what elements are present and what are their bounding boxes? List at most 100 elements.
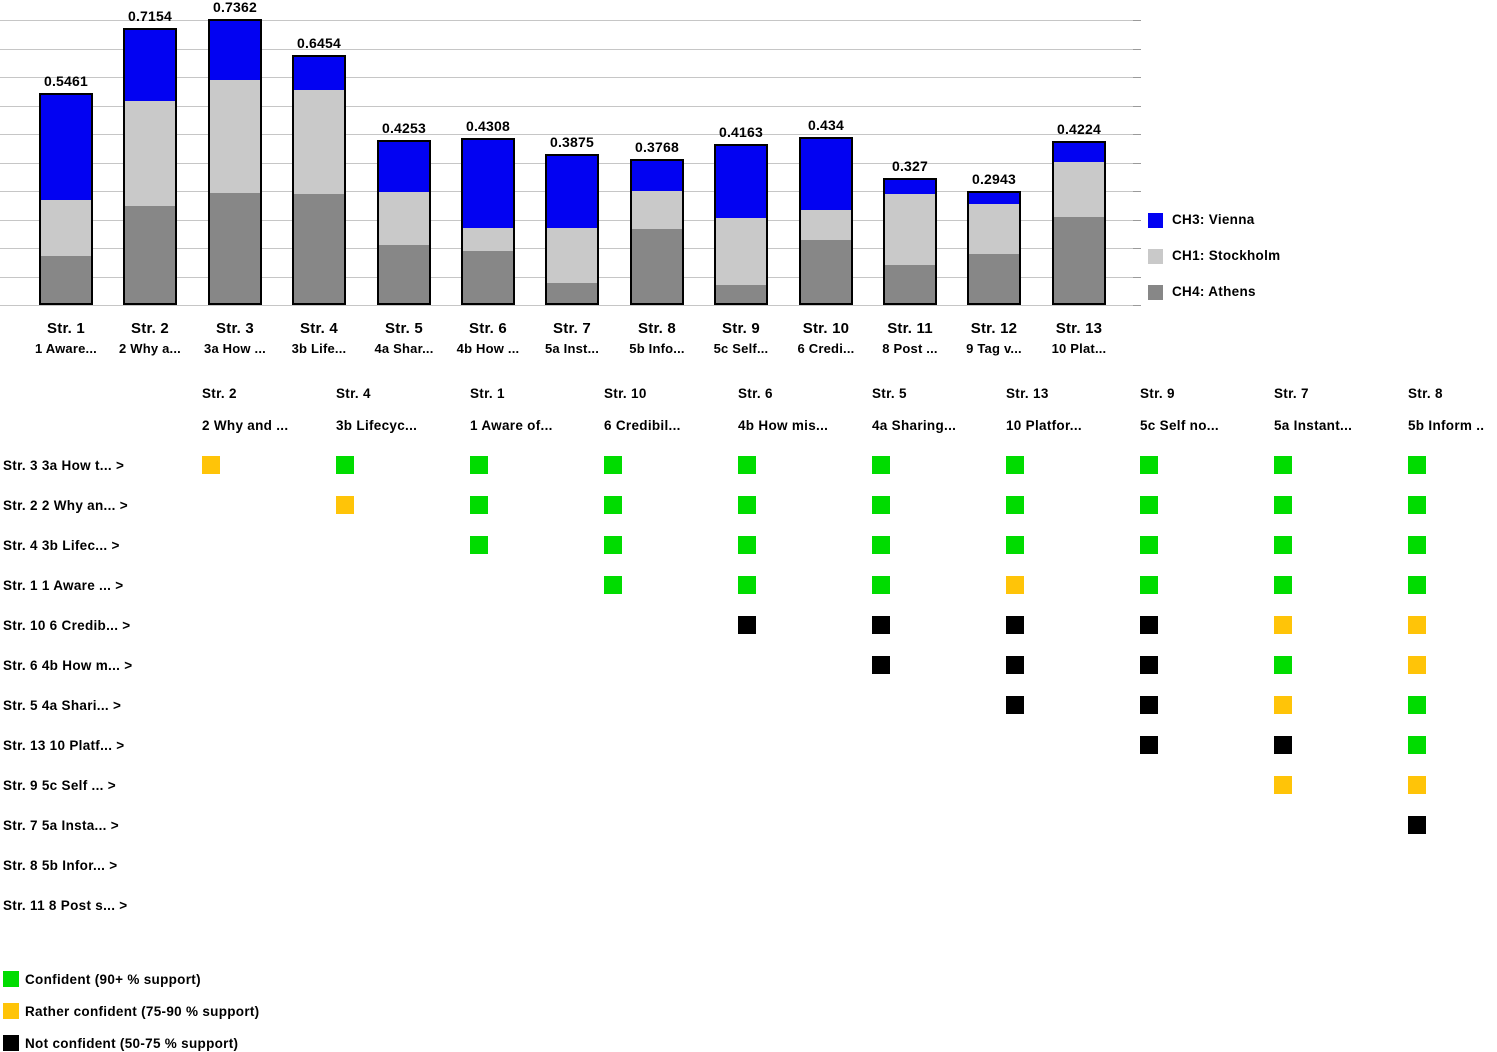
chart-axis-tick [1133,105,1141,107]
matrix-cell-confident [336,456,354,474]
matrix-cell-confident [738,536,756,554]
bar-category-label: Str. 2 [131,320,169,337]
bar-segment-vienna [210,21,260,80]
matrix-row-label[interactable]: Str. 8 5b Infor... > [3,858,118,873]
matrix-column-header: Str. 7 [1274,386,1309,401]
matrix-cell-confident [1140,496,1158,514]
matrix-row-label[interactable]: Str. 13 10 Platf... > [3,738,125,753]
bar-category-desc: 4a Shar... [374,341,434,356]
bar-category-label: Str. 12 [970,320,1018,337]
matrix-cell-confident [1408,456,1426,474]
bar-category-label: Str. 11 [887,320,933,337]
bar-segment-stockholm [547,227,597,283]
bar-category-label: Str. 5 [385,320,423,337]
bar-value-label: 0.7362 [212,0,258,15]
bar-segment-vienna [1054,143,1104,162]
bar-segment-vienna [969,193,1019,205]
matrix-cell-not-confident [1274,736,1292,754]
matrix-cell-not-confident [1140,696,1158,714]
bar-segment-stockholm [885,193,935,265]
matrix-cell-not-confident [872,656,890,674]
matrix-cell-confident [738,456,756,474]
matrix-cell-confident [1274,576,1292,594]
matrix-cell-not-confident [1140,736,1158,754]
matrix-row-label[interactable]: Str. 6 4b How m... > [3,658,133,673]
matrix-cell-confident [1006,456,1024,474]
stacked-bar [1052,141,1106,305]
bar-segment-vienna [547,156,597,228]
bar-value-label: 0.3768 [634,139,680,155]
bar-value-label: 0.4253 [381,120,427,136]
stacked-bar [39,93,93,305]
matrix-column-header: Str. 8 [1408,386,1443,401]
matrix-row-label[interactable]: Str. 4 3b Lifec... > [3,538,120,553]
matrix-column-desc: 3b Lifecyc... [336,418,418,433]
matrix-cell-confident [1408,496,1426,514]
bar-segment-stockholm [1054,161,1104,218]
bar-category-desc: 2 Why a... [119,341,181,356]
matrix-cell-rather-confident [1006,576,1024,594]
matrix-row-label[interactable]: Str. 7 5a Insta... > [3,818,119,833]
bar-category-desc: 3a How ... [204,341,266,356]
matrix-column-header: Str. 9 [1140,386,1175,401]
bar-category-desc: 6 Credi... [797,341,855,356]
bar-segment-vienna [632,161,682,191]
chart-axis-tick [1133,248,1141,249]
bar-segment-athens [632,229,682,303]
matrix-cell-not-confident [872,616,890,634]
matrix-row-label[interactable]: Str. 3 3a How t... > [3,458,125,473]
confidence-legend-swatch-b [3,1035,19,1051]
chart-gridline [0,20,1133,21]
matrix-cell-confident [872,496,890,514]
bar-segment-stockholm [969,204,1019,254]
bar-segment-athens [125,206,175,303]
matrix-row-label[interactable]: Str. 1 1 Aware ... > [3,578,124,593]
bar-value-label: 0.2943 [971,171,1017,187]
bar-category-desc: 3b Life... [291,341,347,356]
bar-category-label: Str. 6 [469,320,507,337]
matrix-cell-rather-confident [1408,776,1426,794]
matrix-row-label[interactable]: Str. 11 8 Post s... > [3,898,128,913]
bar-value-label: 0.4308 [465,118,511,134]
matrix-cell-confident [604,536,622,554]
bar-segment-athens [801,239,851,303]
bar-segment-stockholm [716,217,766,286]
stacked-bar [883,178,937,305]
bar-segment-stockholm [632,190,682,230]
matrix-cell-not-confident [1006,616,1024,634]
matrix-cell-rather-confident [1274,696,1292,714]
bar-category-desc: 5b Info... [629,341,685,356]
matrix-cell-confident [1274,656,1292,674]
confidence-legend-swatch-g [3,971,19,987]
matrix-cell-not-confident [1408,816,1426,834]
matrix-cell-confident [738,496,756,514]
matrix-row-label[interactable]: Str. 2 2 Why an... > [3,498,128,513]
bar-value-label: 0.327 [891,158,929,174]
matrix-cell-rather-confident [1274,776,1292,794]
bar-segment-stockholm [210,79,260,194]
bar-value-label: 0.5461 [43,73,89,89]
confidence-legend-label: Rather confident (75-90 % support) [25,1004,260,1019]
matrix-row-label[interactable]: Str. 5 4a Shari... > [3,698,122,713]
bar-value-label: 0.6454 [296,35,342,51]
bar-category-desc: 5a Inst... [544,341,600,356]
chart-gridline [0,77,1133,78]
matrix-cell-rather-confident [336,496,354,514]
matrix-cell-confident [1274,496,1292,514]
bar-segment-vienna [801,139,851,211]
bar-segment-athens [969,253,1019,303]
matrix-cell-confident [872,536,890,554]
matrix-column-header: Str. 4 [336,386,371,401]
chart-legend-label: CH1: Stockholm [1172,248,1281,263]
matrix-row-label[interactable]: Str. 9 5c Self ... > [3,778,116,793]
matrix-column-header: Str. 1 [470,386,505,401]
matrix-column-desc: 5c Self no... [1140,418,1219,433]
matrix-column-header: Str. 10 [604,386,647,401]
bar-segment-athens [1054,217,1104,303]
matrix-cell-confident [1274,456,1292,474]
chart-gridline [0,105,1133,107]
matrix-row-label[interactable]: Str. 10 6 Credib... > [3,618,131,633]
matrix-column-desc: 10 Platfor... [1006,418,1082,433]
stacked-bar [799,137,853,305]
chart-axis-tick [1133,77,1141,78]
